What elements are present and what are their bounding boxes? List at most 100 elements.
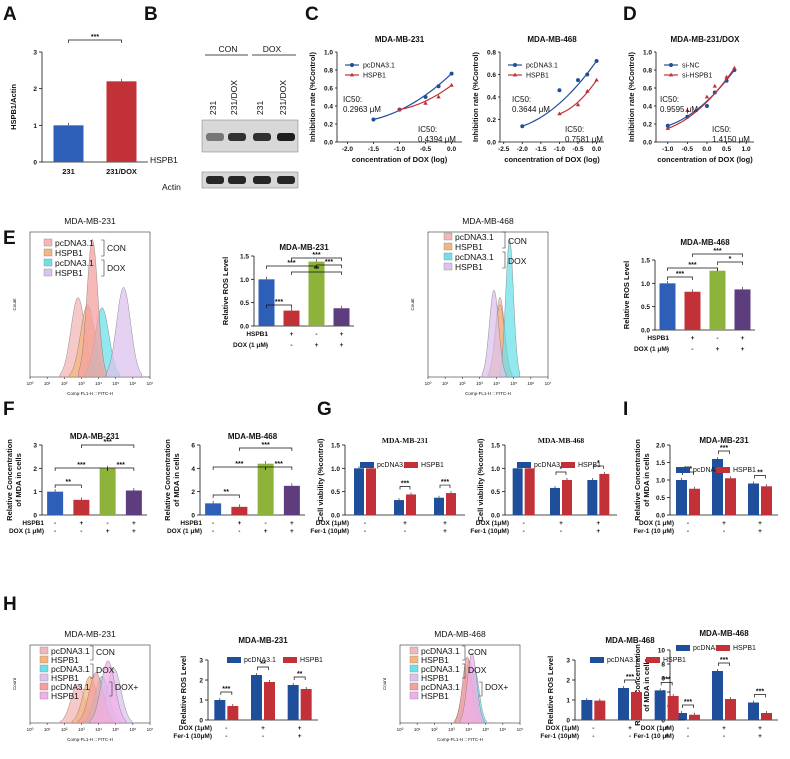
legend-label: HSPB1	[300, 657, 323, 664]
sig-bracket	[555, 471, 567, 475]
x-tick-label: -2.0	[517, 146, 529, 153]
legend-label: pcDNA3.1	[455, 252, 494, 262]
ic50-value: 1.4150 μM	[712, 135, 750, 144]
chart-title: MDA-MB-468	[228, 432, 278, 441]
y-axis-label: of MDA in cells	[642, 658, 651, 711]
condition-value: -	[716, 335, 718, 342]
y-tick-label: 2	[33, 466, 37, 473]
data-point	[724, 74, 729, 79]
bar	[73, 499, 90, 515]
blot-band	[206, 133, 224, 141]
legend-marker	[350, 63, 354, 67]
blot-membrane	[201, 171, 299, 189]
condition-value: +	[716, 346, 720, 353]
fit-curve	[373, 73, 452, 121]
y-axis-label: Cell viability (%control)	[476, 438, 485, 521]
sig-bracket	[54, 484, 82, 488]
sig-stars: ***	[401, 480, 409, 487]
sig-stars: **	[260, 661, 266, 668]
condition-value: +	[261, 725, 265, 732]
panel-letter-h: H	[3, 594, 17, 615]
condition-label: DOX (1μM)	[316, 520, 349, 527]
ic50-value: 0.3644 μM	[512, 105, 550, 114]
condition-label: DOX (1μM)	[641, 725, 674, 732]
legend-label: pcDNA3.1	[363, 63, 395, 70]
bar	[761, 713, 772, 720]
sig-bracket	[692, 253, 743, 257]
chart-title: MDA-MB-231	[64, 216, 116, 226]
legend-label: pcDNA3.1	[51, 682, 90, 692]
data-point	[436, 94, 441, 99]
x-tick-label: 10⁴	[493, 381, 500, 386]
y-tick-label: 0	[191, 513, 195, 520]
legend-swatch	[39, 682, 49, 691]
x-tick-label: 10¹	[44, 381, 51, 386]
condition-value: +	[722, 520, 726, 527]
legend-swatch	[409, 673, 419, 682]
x-tick-label: 10³	[78, 727, 85, 732]
legend-swatch	[43, 258, 53, 267]
legend-bracket-label: CON	[468, 647, 487, 657]
bar	[599, 473, 610, 515]
blot-band	[253, 133, 271, 141]
legend-label: HSPB1	[55, 268, 83, 278]
condition-value: +	[237, 520, 241, 527]
legend-label: HSPB1	[578, 462, 601, 469]
condition-label: DOX (1 μM)	[639, 520, 674, 527]
y-tick-label: 4	[191, 466, 195, 473]
condition-label: DOX (1 μM)	[634, 346, 669, 353]
legend-swatch	[283, 657, 297, 663]
bar	[287, 685, 299, 720]
sig-stars: ***	[235, 461, 243, 468]
legend-swatch	[443, 252, 453, 261]
ic50-label: IC50:	[565, 125, 584, 134]
legend-swatch	[443, 242, 453, 251]
bar	[434, 497, 444, 515]
data-point	[423, 100, 428, 105]
sig-bracket	[717, 261, 743, 265]
condition-value: +	[443, 528, 447, 535]
x-tick-label: -0.5	[420, 146, 432, 153]
ic50-label: IC50:	[660, 95, 679, 104]
blot-band	[228, 133, 246, 141]
condition-value: -	[592, 725, 594, 732]
data-point	[585, 88, 590, 93]
bar	[406, 494, 416, 515]
sig-stars: ***	[688, 262, 696, 269]
histogram-peak	[105, 286, 142, 378]
sig-stars: **	[757, 470, 763, 477]
condition-value: +	[106, 528, 110, 535]
legend-bracket-label: DOX+	[485, 682, 508, 692]
condition-value: -	[265, 331, 267, 338]
x-tick-label: 10⁷	[517, 727, 524, 732]
bar	[684, 291, 701, 330]
condition-label: HSPB1	[180, 520, 202, 527]
condition-label: DOX (1 μM)	[167, 528, 202, 535]
condition-value: +	[758, 520, 762, 527]
legend-bracket-label: DOX	[96, 665, 115, 675]
y-tick-label: 0.8	[324, 68, 333, 75]
condition-value: +	[596, 520, 600, 527]
x-tick-label: 10⁷	[545, 381, 552, 386]
condition-value: -	[80, 528, 82, 535]
x-tick-label: 10⁵	[112, 727, 119, 732]
bar	[333, 308, 350, 326]
legend-label: HSPB1	[455, 262, 483, 272]
sig-stars: **	[297, 671, 303, 678]
legend-label: HSPB1	[51, 655, 79, 665]
legend-swatch	[676, 645, 690, 651]
panel-letter-c: C	[305, 4, 319, 25]
bar	[748, 483, 759, 515]
ic50-label: IC50:	[343, 95, 362, 104]
x-tick-label: 10³	[78, 381, 85, 386]
x-tick-label: -1.0	[394, 146, 406, 153]
y-tick-label: 0	[33, 160, 37, 167]
legend-swatch	[676, 467, 690, 473]
x-tick-label: 10⁵	[112, 381, 119, 386]
data-point	[704, 94, 710, 99]
bar	[676, 713, 687, 720]
sig-bracket	[592, 465, 604, 469]
sig-stars: ***	[713, 248, 721, 255]
histogram-peak	[78, 238, 107, 378]
y-axis-label: of MDA in cells	[642, 453, 651, 506]
